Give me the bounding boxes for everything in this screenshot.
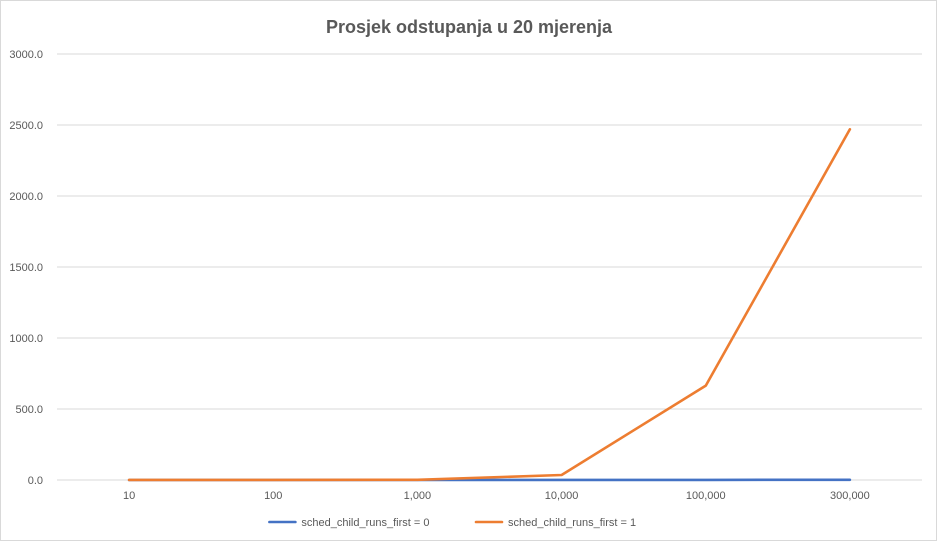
- x-tick-label: 1,000: [404, 490, 432, 502]
- x-tick-label: 100: [264, 490, 282, 502]
- chart-title: Prosjek odstupanja u 20 mjerenja: [326, 17, 613, 37]
- y-axis-ticks: 0.0 500.0 1000.0 1500.0 2000.0 2500.0 3000.0: [9, 49, 43, 487]
- legend-label: sched_child_runs_first = 1: [508, 517, 636, 529]
- grid-lines: [57, 54, 922, 480]
- y-tick-label: 2500.0: [9, 120, 43, 132]
- y-tick-label: 3000.0: [9, 49, 43, 61]
- x-tick-label: 100,000: [686, 490, 726, 502]
- y-tick-label: 1500.0: [9, 262, 43, 274]
- y-tick-label: 0.0: [28, 475, 43, 487]
- y-tick-label: 2000.0: [9, 191, 43, 203]
- legend: sched_child_runs_first = 0 sched_child_ru…: [269, 517, 636, 529]
- x-tick-label: 10,000: [545, 490, 579, 502]
- series-lines: [129, 129, 850, 480]
- x-tick-label: 300,000: [830, 490, 870, 502]
- y-tick-label: 500.0: [15, 404, 43, 416]
- x-tick-label: 10: [123, 490, 135, 502]
- x-axis-ticks: 10 100 1,000 10,000 100,000 300,000: [123, 490, 870, 502]
- legend-label: sched_child_runs_first = 0: [301, 517, 429, 529]
- y-tick-label: 1000.0: [9, 333, 43, 345]
- series-line-1: [129, 129, 850, 480]
